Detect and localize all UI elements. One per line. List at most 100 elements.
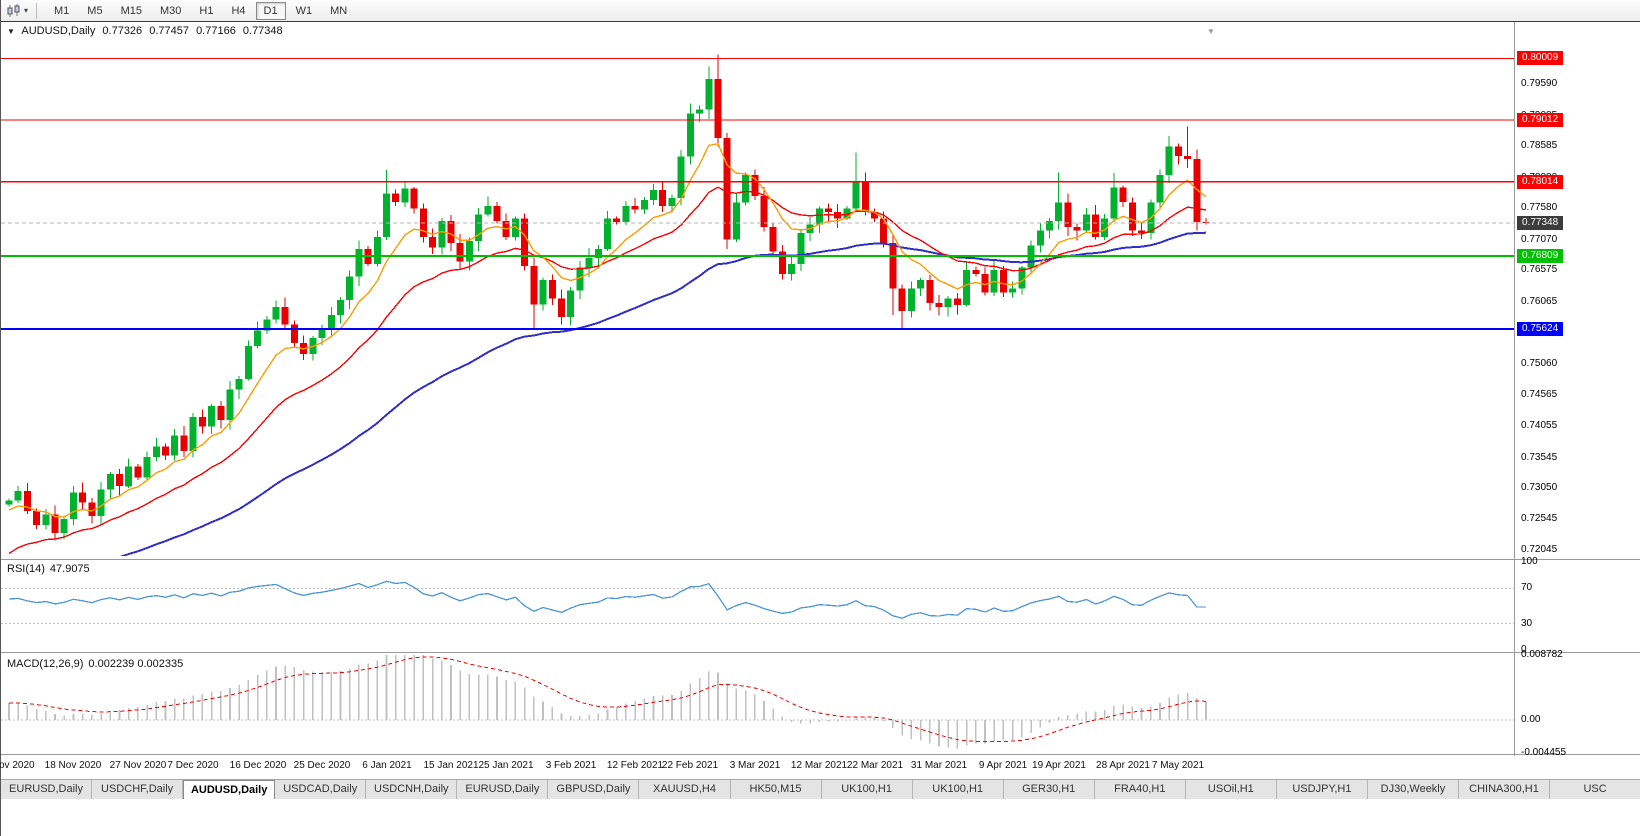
ohlc-open: 0.77326 [102,25,143,37]
chart-tab-ger30-h1[interactable]: GER30,H1 [1003,780,1095,799]
time-axis-label: 16 Dec 2020 [229,760,287,771]
chart-tab-audusd-daily[interactable]: AUDUSD,Daily [183,780,276,799]
rsi-axis-label: 0 [1521,644,1527,655]
price-axis-label: 0.76575 [1521,264,1558,276]
price-axis-label: 0.72045 [1521,544,1558,556]
chart-tab-uk100-h1[interactable]: UK100,H1 [821,780,913,799]
chart-tab-usdcnh-daily[interactable]: USDCNH,Daily [366,780,458,799]
price-chart-canvas[interactable] [1,22,1514,556]
rsi-indicator-name: RSI(14) [7,563,45,575]
chevron-down-icon[interactable]: ▾ [24,6,29,15]
symbol-collapse-icon[interactable]: ▼ [7,27,15,36]
chart-tab-hk50-m15[interactable]: HK50,M15 [730,780,822,799]
time-axis-label: 18 Nov 2020 [44,760,102,771]
chart-tab-usdchf-daily[interactable]: USDCHF,Daily [92,780,184,799]
hline-price-tag: 0.76809 [1517,249,1564,264]
time-axis-label: 9 Apr 2021 [978,760,1028,771]
axis-separator [1514,22,1515,756]
time-axis-label: 9 Nov 2020 [0,760,35,771]
chart-tab-eurusd-daily[interactable]: EURUSD,Daily [1,780,93,799]
timeframe-button-w1[interactable]: W1 [295,5,313,17]
price-axis-label: 0.74565 [1521,388,1558,400]
hline-price-tag: 0.80009 [1517,51,1564,66]
symbol-name: AUDUSD,Daily [21,25,96,37]
price-axis-label: 0.72545 [1521,513,1558,525]
time-axis-label: 22 Feb 2021 [661,760,719,771]
macd-indicator-name: MACD(12,26,9) [7,658,84,670]
timeframe-toolbar: ▾ M1 M5 M15 M30 H1 H4 D1 W1 MN [1,0,1640,22]
price-axis-label: 0.73050 [1521,482,1558,494]
chart-tab-xauusd-h4[interactable]: XAUUSD,H4 [639,780,731,799]
price-axis-label: 0.76065 [1521,295,1558,307]
timeframe-button-m30[interactable]: M30 [159,5,182,17]
price-axis-label: 0.77580 [1521,202,1558,214]
time-axis-label: 12 Mar 2021 [790,760,848,771]
chart-tab-dj30-weekly[interactable]: DJ30,Weekly [1367,780,1459,799]
current-price-tag: 0.77348 [1517,215,1564,230]
panel-separator [1,754,1640,755]
time-axis-label: 3 Mar 2021 [729,760,781,771]
macd-axis-label: -0.004455 [1521,747,1567,758]
price-axis-label: 0.75060 [1521,358,1558,369]
time-axis-label: 31 Mar 2021 [910,760,968,771]
chart-tab-eurusd-daily[interactable]: EURUSD,Daily [457,780,549,799]
time-axis-label: 6 Jan 2021 [362,760,412,771]
panel-separator[interactable] [1,652,1640,653]
time-axis-label: 7 Dec 2020 [167,760,219,771]
time-axis-label: 25 Dec 2020 [293,760,351,771]
ohlc-high: 0.77457 [149,25,189,37]
timeframe-button-m1[interactable]: M1 [54,5,70,17]
rsi-axis-label: 100 [1521,556,1538,567]
timeframe-button-mn[interactable]: MN [330,5,348,17]
price-axis-label: 0.73545 [1521,451,1558,463]
time-axis-label: 15 Jan 2021 [423,760,479,771]
timeframe-button-m5[interactable]: M5 [87,5,103,17]
time-axis-label: 3 Feb 2021 [545,760,597,771]
symbol-ohlc-header: ▼ AUDUSD,Daily 0.77326 0.77457 0.77166 0… [7,25,287,37]
time-axis-label: 12 Feb 2021 [606,760,664,771]
time-axis-label: 28 Apr 2021 [1096,760,1150,771]
panel-separator[interactable] [1,559,1640,560]
price-axis[interactable]: 0.795900.790850.785850.780800.775800.770… [1517,22,1640,776]
timeframe-button-h1[interactable]: H1 [199,5,214,17]
chart-shift-icon[interactable]: ▼ [1207,27,1215,36]
rsi-label: RSI(14) 47.9075 [7,563,95,575]
chart-tab-usc[interactable]: USC [1550,780,1640,799]
chart-tab-uk100-h1[interactable]: UK100,H1 [912,780,1004,799]
price-axis-label: 0.74055 [1521,420,1558,432]
timeframe-button-m15[interactable]: M15 [120,5,142,17]
chart-tab-usdjpy-h1[interactable]: USDJPY,H1 [1276,780,1368,799]
chart-tab-fra40-h1[interactable]: FRA40,H1 [1094,780,1186,799]
time-axis-label: 27 Nov 2020 [109,760,167,771]
rsi-panel-canvas[interactable] [1,562,1514,650]
timeframe-button-h4[interactable]: H4 [231,5,246,17]
hline-price-tag: 0.79012 [1517,113,1564,128]
macd-panel-canvas[interactable] [1,655,1514,753]
chart-tab-gbpusd-daily[interactable]: GBPUSD,Daily [548,780,640,799]
chart-tab-china300-h1[interactable]: CHINA300,H1 [1459,780,1551,799]
price-axis-label: 0.79590 [1521,78,1558,90]
ohlc-close: 0.77348 [242,25,283,37]
macd-label: MACD(12,26,9) 0.002239 0.002335 [7,658,188,670]
candlestick-chart-icon [7,3,20,17]
rsi-value: 47.9075 [49,563,90,575]
chart-tab-usdcad-daily[interactable]: USDCAD,Daily [275,780,367,799]
macd-values: 0.002239 0.002335 [88,658,184,670]
ohlc-low: 0.77166 [196,25,236,37]
time-axis-label: 7 May 2021 [1151,760,1205,771]
rsi-axis-label: 30 [1521,617,1533,629]
rsi-axis-label: 70 [1521,582,1533,594]
price-axis-label: 0.77070 [1521,233,1558,245]
time-axis-label: 25 Jan 2021 [478,760,534,771]
chart-tab-bar: EURUSD,Daily USDCHF,Daily AUDUSD,Daily USDC… [1,779,1640,799]
macd-axis-label: 0.00 [1521,714,1541,726]
timeframe-button-d1[interactable]: D1 [255,2,286,20]
time-axis-label: 19 Apr 2021 [1032,760,1086,771]
price-axis-label: 0.78585 [1521,140,1558,152]
chart-type-icon[interactable] [6,3,22,18]
chart-tab-usoil-h1[interactable]: USOil,H1 [1185,780,1277,799]
hline-price-tag: 0.75624 [1517,322,1564,337]
toolbar-separator [36,2,38,19]
